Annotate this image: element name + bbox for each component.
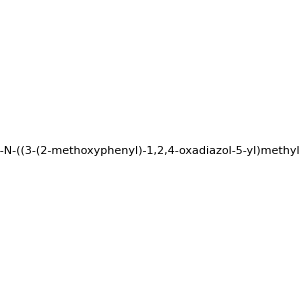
- Text: 4-methoxy-N-((3-(2-methoxyphenyl)-1,2,4-oxadiazol-5-yl)methyl)benzamide: 4-methoxy-N-((3-(2-methoxyphenyl)-1,2,4-…: [0, 146, 300, 157]
